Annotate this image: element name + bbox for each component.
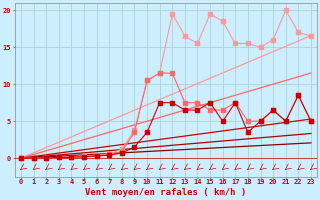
X-axis label: Vent moyen/en rafales ( km/h ): Vent moyen/en rafales ( km/h )	[85, 188, 247, 197]
